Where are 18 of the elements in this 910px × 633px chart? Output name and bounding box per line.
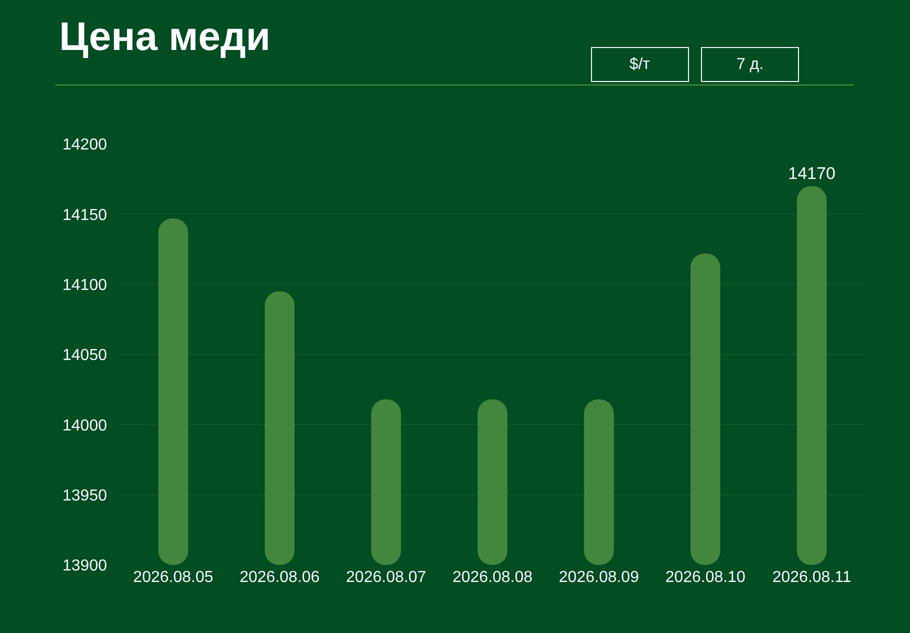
x-tick-label: 2026.08.07 [346,569,426,586]
y-tick-label: 14000 [62,417,108,434]
x-tick-label: 2026.08.08 [452,569,533,586]
x-tick-label: 2026.08.05 [133,569,214,586]
x-tick-label: 2026.08.10 [665,569,746,586]
x-tick-label: 2026.08.09 [558,569,640,586]
y-tick-label: 13950 [62,487,108,504]
chart-title: Цена меди [59,15,270,60]
y-tick-label: 14100 [62,276,108,294]
y-tick-label: 14150 [62,206,108,224]
x-tick-label: 2026.08.06 [240,569,320,586]
y-tick-label: 13900 [62,558,108,575]
y-tick-label: 14200 [62,136,108,154]
text: $/т [629,56,651,73]
text: 7 д. [736,56,764,73]
data-label: 14170 [788,164,836,184]
x-tick-label: 2026.08.11 [772,569,852,586]
y-tick-label: 14050 [62,347,108,364]
